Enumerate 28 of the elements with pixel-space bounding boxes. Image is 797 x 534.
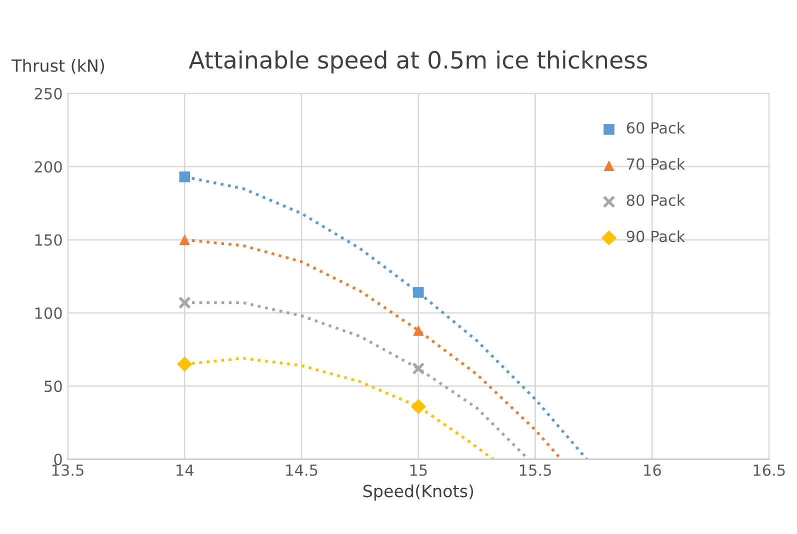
point (413, 325, 424, 336)
point (179, 171, 190, 182)
point (413, 287, 424, 298)
legend-label: 90 Pack (626, 230, 686, 242)
y-axis-title: Thrust (kN) (12, 59, 104, 74)
legend-label: 60 Pack (626, 122, 686, 134)
x-tick-label: 15.5 (520, 464, 551, 476)
point (177, 356, 192, 372)
x-tick-label: 14 (176, 464, 194, 476)
y-tick-label: 100 (35, 307, 62, 319)
x-axis-title: Speed(Knots) (363, 484, 474, 501)
x-tick-label: 15 (410, 464, 427, 476)
y-tick-label: 250 (34, 88, 62, 100)
x-tick-label: 16.5 (754, 464, 785, 476)
x-tick-label: 14.5 (286, 464, 318, 476)
point (178, 296, 191, 309)
x-tick-label: 13.5 (52, 464, 84, 476)
y-tick-label: 50 (44, 380, 62, 392)
legend-label: 80 Pack (626, 194, 686, 206)
point (179, 234, 190, 246)
point (412, 362, 425, 375)
point (410, 398, 426, 414)
legend-label: 70 Pack (627, 158, 686, 170)
chart-title: Attainable speed at 0.5m ice thickness (188, 50, 648, 74)
y-tick-label: 150 (35, 234, 62, 246)
y-tick-label: 200 (34, 161, 62, 173)
x-tick-label: 16 (644, 464, 661, 476)
y-tick-label: 0 (54, 454, 62, 466)
